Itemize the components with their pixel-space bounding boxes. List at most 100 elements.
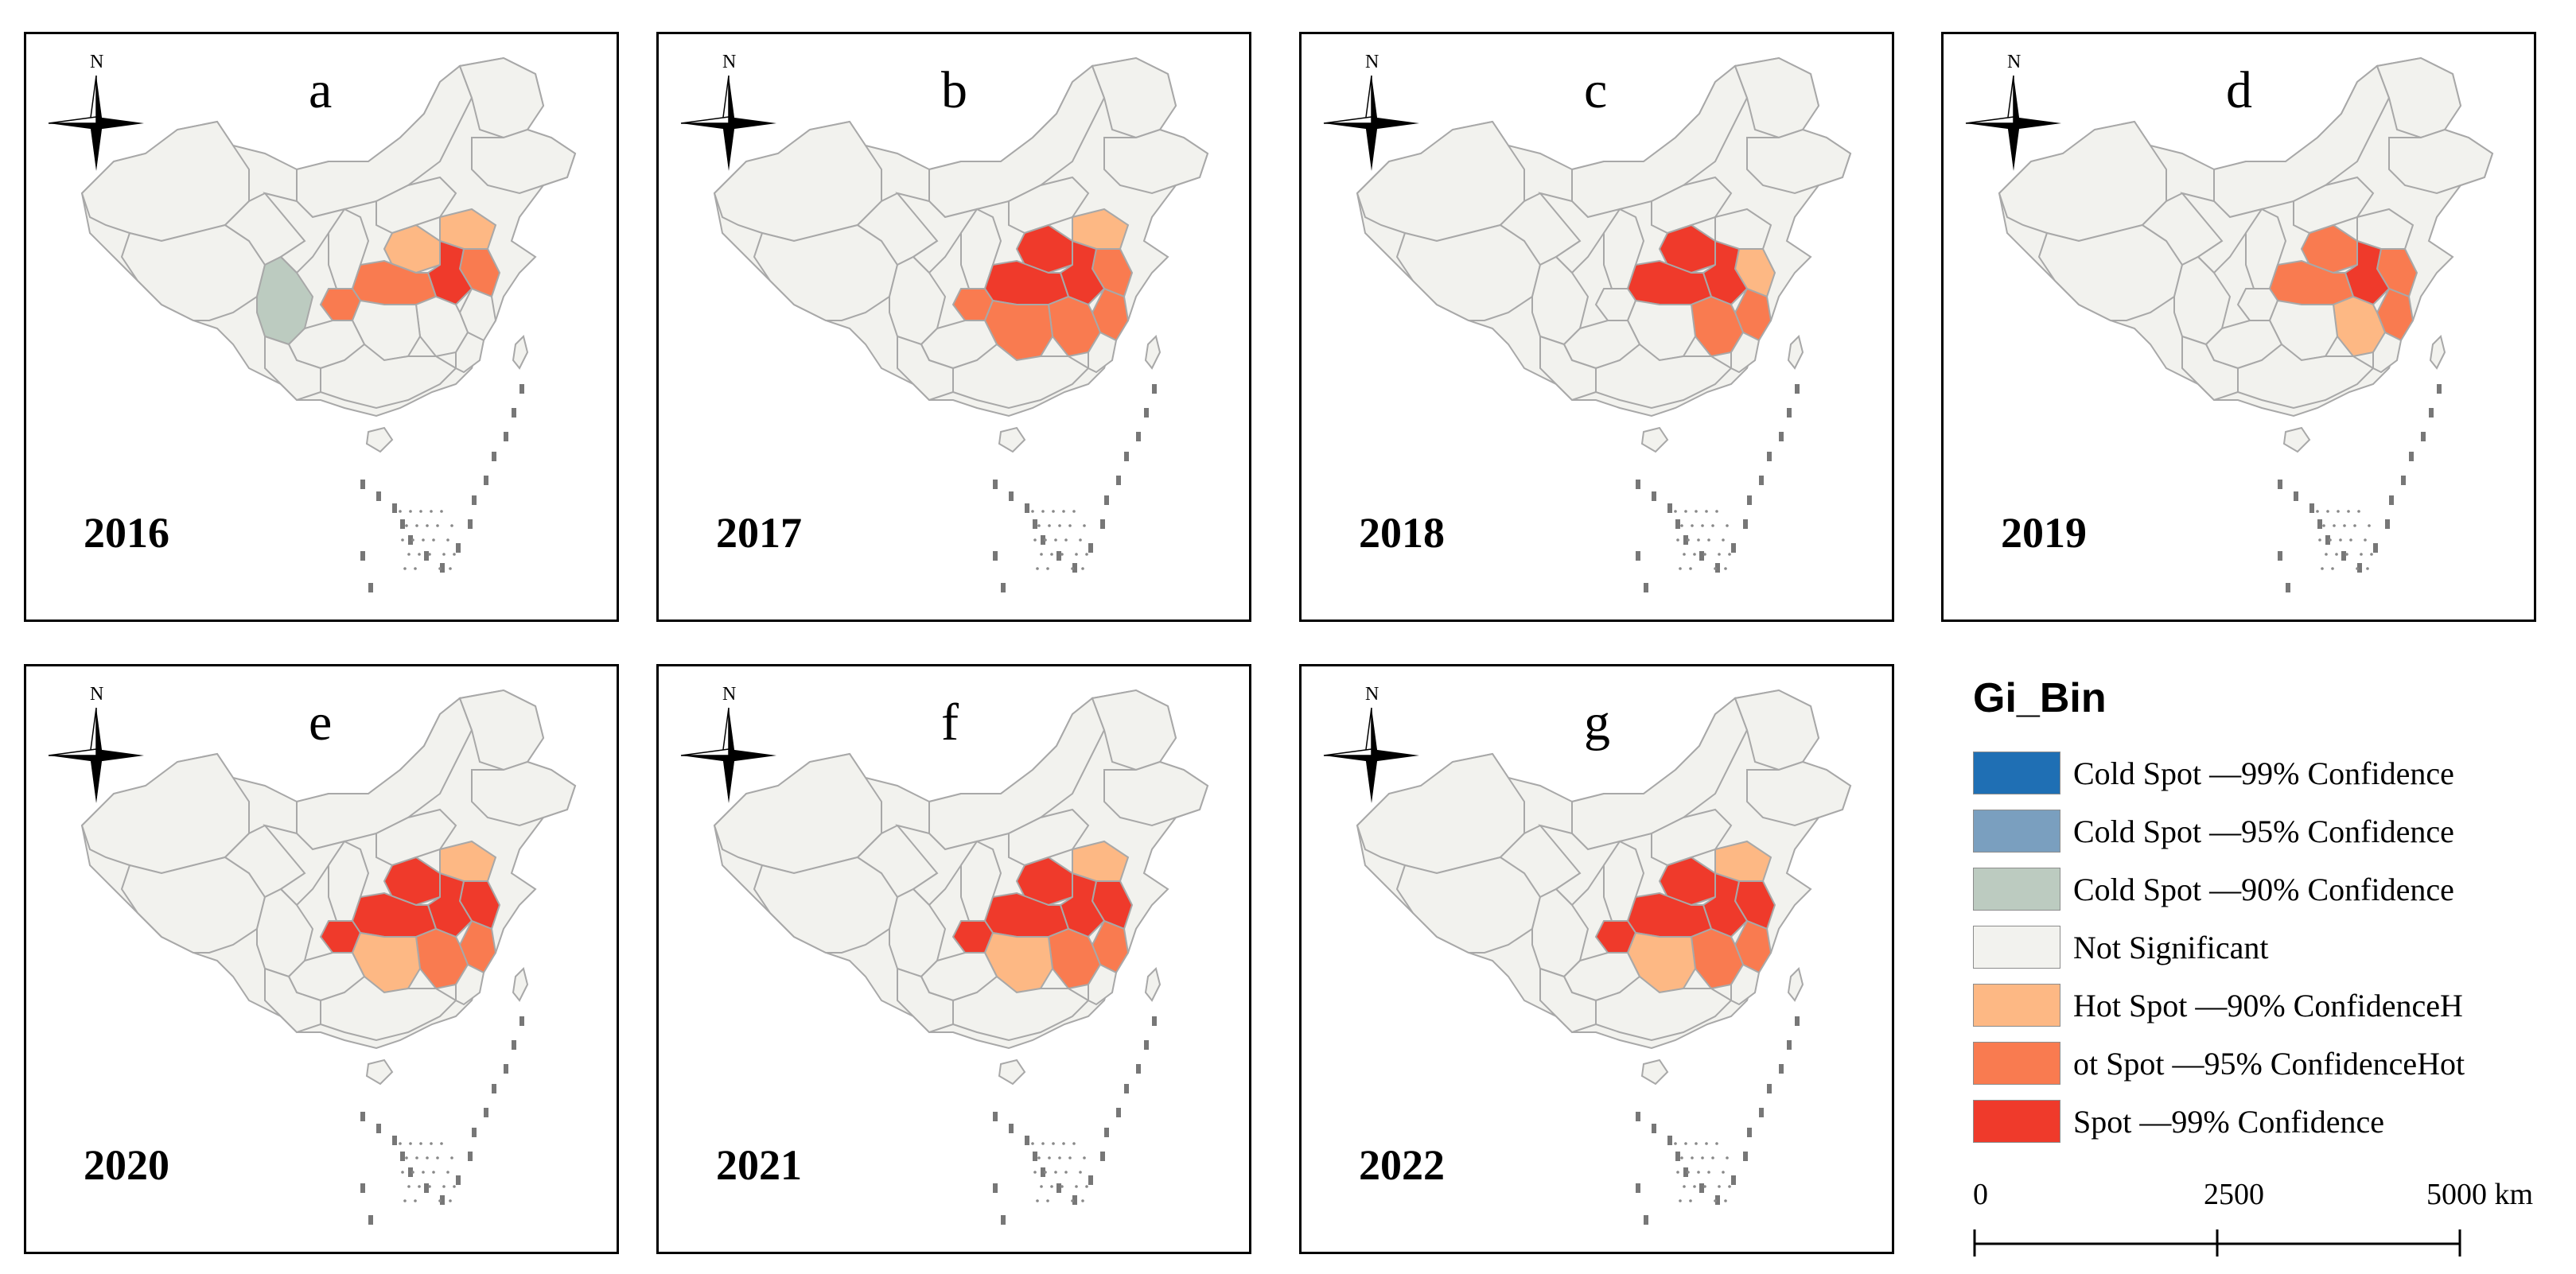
province-henan <box>1658 223 1716 274</box>
north-arrow-icon: N <box>1316 44 1419 179</box>
legend-title: Gi_Bin <box>1973 675 2107 721</box>
legend: Gi_Bin Cold Spot —99% Confidence Cold Spo… <box>1941 652 2570 1272</box>
north-label: N <box>90 684 103 705</box>
province-fujian <box>2372 331 2403 374</box>
province-gansu <box>895 192 979 274</box>
north-label: N <box>1365 52 1379 72</box>
north-label: N <box>90 52 103 72</box>
china-map <box>1356 56 1852 592</box>
province-gansu <box>263 824 347 907</box>
province-yunnan <box>897 967 954 1034</box>
province-hainan <box>1640 426 1669 453</box>
legend-label: Cold Spot —95% Confidence <box>2073 814 2454 849</box>
province-taiwan <box>1144 335 1162 370</box>
province-taiwan <box>1787 335 1804 370</box>
panel-letter: a <box>309 61 333 119</box>
province-yunnan <box>2181 335 2239 402</box>
province-henan <box>383 223 441 274</box>
province-gansu <box>895 824 979 907</box>
province-tibet <box>753 223 899 321</box>
panel-letter: c <box>1584 61 1608 119</box>
panel-year: 2016 <box>84 509 169 557</box>
province-tibet <box>753 856 899 954</box>
province-hainan <box>1640 1058 1669 1086</box>
south-sea-islands <box>1636 384 1800 592</box>
province-jilin-liaoning <box>471 760 577 827</box>
legend-swatch <box>1973 984 2060 1027</box>
north-label: N <box>1365 684 1379 705</box>
province-henan <box>1658 856 1716 907</box>
south-sea-islands <box>360 1016 524 1225</box>
scale-bar: 0 2500 5000 km <box>1973 1177 2546 1264</box>
province-gansu <box>1538 192 1622 274</box>
map-panel-b: N b 2017 <box>656 32 1251 622</box>
province-hainan <box>998 1058 1026 1086</box>
province-tibet <box>120 856 267 954</box>
province-taiwan <box>1144 967 1162 1002</box>
panel-letter: b <box>941 61 967 119</box>
province-yunnan <box>1539 967 1597 1034</box>
map-panel-e: N e 2020 <box>24 664 619 1254</box>
panel-year: 2019 <box>2001 509 2087 557</box>
north-arrow-icon: N <box>1316 676 1419 811</box>
province-jilin-liaoning <box>1746 128 1852 195</box>
legend-swatch <box>1973 926 2060 969</box>
legend-item-cold90: Cold Spot —90% Confidence <box>1973 868 2570 912</box>
north-arrow-icon: N <box>41 44 144 179</box>
province-henan <box>1015 856 1073 907</box>
china-map <box>1998 56 2494 592</box>
china-map <box>713 689 1209 1225</box>
legend-label: Spot —99% Confidence <box>2073 1104 2385 1140</box>
south-sea-islands <box>360 384 524 592</box>
map-panel-d: N d 2019 <box>1941 32 2536 622</box>
panel-year: 2017 <box>716 509 802 557</box>
map-panel-f: N f 2021 <box>656 664 1251 1254</box>
north-label: N <box>2007 52 2021 72</box>
panel-letter: d <box>2226 61 2252 119</box>
panel-year: 2020 <box>84 1141 169 1189</box>
legend-item-hot99: Spot —99% Confidence <box>1973 1100 2570 1144</box>
panel-year: 2022 <box>1359 1141 1445 1189</box>
province-hainan <box>365 426 394 453</box>
province-hainan <box>998 426 1026 453</box>
province-gansu <box>263 192 347 274</box>
province-taiwan <box>2429 335 2446 370</box>
china-map <box>80 689 577 1225</box>
legend-swatch <box>1973 810 2060 853</box>
legend-swatch <box>1973 1100 2060 1143</box>
legend-label: ot Spot —95% ConfidenceHot <box>2073 1046 2465 1082</box>
province-taiwan <box>512 967 529 1002</box>
province-henan <box>383 856 441 907</box>
legend-swatch <box>1973 868 2060 911</box>
province-gansu <box>2180 192 2264 274</box>
province-taiwan <box>1787 967 1804 1002</box>
province-hainan <box>365 1058 394 1086</box>
north-arrow-icon: N <box>673 44 776 179</box>
north-arrow-icon: N <box>673 676 776 811</box>
panel-letter: f <box>941 693 959 752</box>
south-sea-islands <box>993 384 1157 592</box>
map-panel-c: N c 2018 <box>1299 32 1894 622</box>
north-label: N <box>722 52 736 72</box>
panel-year: 2021 <box>716 1141 802 1189</box>
province-tibet <box>2037 223 2184 321</box>
north-arrow-icon: N <box>1958 44 2061 179</box>
province-yunnan <box>1539 335 1597 402</box>
legend-swatch <box>1973 1042 2060 1085</box>
panel-letter: e <box>309 693 333 752</box>
province-fujian <box>1730 331 1761 374</box>
scale-bar-line <box>1973 1229 2461 1257</box>
province-taiwan <box>512 335 529 370</box>
legend-item-cold99: Cold Spot —99% Confidence <box>1973 752 2570 796</box>
legend-label: Cold Spot —99% Confidence <box>2073 755 2454 791</box>
china-map <box>80 56 577 592</box>
province-fujian <box>455 963 485 1006</box>
south-sea-islands <box>993 1016 1157 1225</box>
province-tibet <box>1395 856 1542 954</box>
scale-label-2500: 2500 <box>2204 1178 2264 1211</box>
province-yunnan <box>897 335 954 402</box>
panel-year: 2018 <box>1359 509 1445 557</box>
province-henan <box>2300 223 2358 274</box>
scale-label-0: 0 <box>1973 1178 1988 1211</box>
north-arrow-icon: N <box>41 676 144 811</box>
